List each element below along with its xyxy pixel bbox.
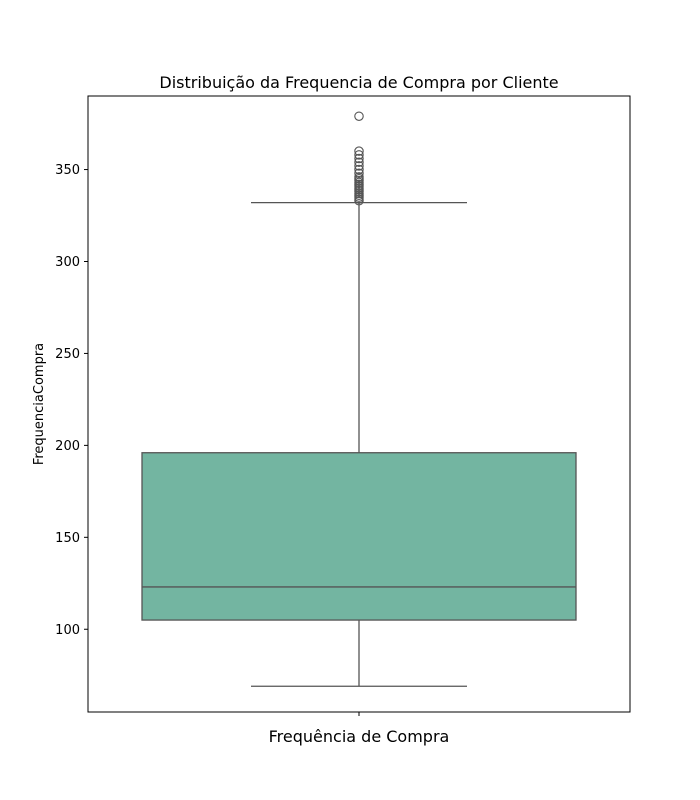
x-axis-label: Frequência de Compra (269, 727, 450, 746)
plot-area (141, 111, 577, 687)
outlier-point (354, 172, 364, 182)
outlier-point (354, 150, 364, 160)
y-tick-label: 100 (55, 623, 80, 638)
y-tick-label: 200 (55, 439, 80, 454)
iqr-box (141, 452, 577, 621)
outlier-point (354, 157, 364, 167)
outlier-point (354, 153, 364, 164)
y-tick-label: 150 (55, 531, 80, 546)
outlier-point (354, 168, 364, 178)
outlier-point (354, 161, 364, 171)
y-tick-label: 300 (55, 255, 80, 270)
y-tick-label: 350 (55, 163, 80, 178)
outlier-point (354, 164, 364, 175)
y-axis: 100 150 200 250 300 350 (55, 163, 88, 638)
chart-title: Distribuição da Frequencia de Compra por… (159, 73, 558, 92)
outlier-point (354, 111, 364, 121)
y-axis-label: FrequenciaCompra (32, 343, 47, 465)
outlier-point (354, 146, 364, 156)
y-tick-label: 250 (55, 347, 80, 362)
